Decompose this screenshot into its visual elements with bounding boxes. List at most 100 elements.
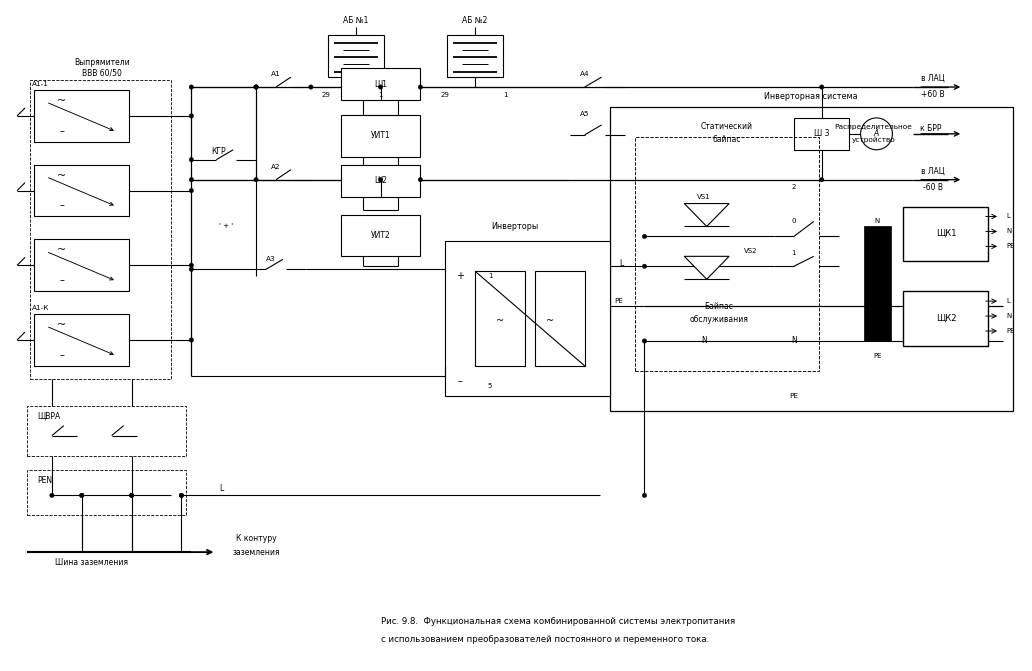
Circle shape bbox=[254, 177, 258, 182]
Text: 2: 2 bbox=[792, 184, 796, 190]
Bar bbox=[341, 115, 420, 157]
Bar bbox=[27, 470, 187, 515]
Text: А2: А2 bbox=[271, 164, 281, 170]
Circle shape bbox=[254, 85, 258, 89]
Text: ' + ': ' + ' bbox=[219, 223, 233, 229]
Circle shape bbox=[418, 85, 422, 89]
Text: +60 В: +60 В bbox=[922, 91, 945, 99]
Bar bbox=[447, 36, 503, 77]
Polygon shape bbox=[684, 256, 730, 279]
Text: L: L bbox=[1006, 213, 1010, 219]
Bar bbox=[635, 137, 818, 371]
Circle shape bbox=[189, 177, 194, 182]
Text: 29: 29 bbox=[441, 92, 450, 98]
Circle shape bbox=[254, 85, 258, 89]
Text: 1: 1 bbox=[792, 250, 796, 256]
Text: Байпас: Байпас bbox=[705, 302, 734, 311]
Bar bbox=[475, 271, 525, 366]
Circle shape bbox=[309, 85, 313, 89]
Text: А1-1: А1-1 bbox=[32, 81, 49, 87]
Text: ~: ~ bbox=[57, 246, 66, 256]
Bar bbox=[34, 164, 129, 217]
Text: ЩВРА: ЩВРА bbox=[37, 411, 60, 420]
Text: 0: 0 bbox=[792, 219, 796, 225]
Text: Выпрямители: Выпрямители bbox=[74, 58, 130, 66]
Text: А5: А5 bbox=[580, 111, 589, 117]
Text: А4: А4 bbox=[580, 71, 589, 77]
Text: байпас: байпас bbox=[713, 136, 741, 144]
Text: Шина заземления: Шина заземления bbox=[56, 558, 128, 566]
Text: в ЛАЦ: в ЛАЦ bbox=[922, 166, 945, 175]
Text: устройство: устройство bbox=[851, 137, 896, 143]
Text: PEN: PEN bbox=[37, 476, 53, 485]
Circle shape bbox=[189, 113, 194, 118]
Circle shape bbox=[379, 177, 383, 182]
Text: ~: ~ bbox=[57, 170, 66, 180]
Circle shape bbox=[189, 267, 194, 272]
Bar bbox=[794, 118, 848, 150]
Text: Ш2: Ш2 bbox=[374, 176, 387, 185]
Bar bbox=[328, 36, 384, 77]
Text: PE: PE bbox=[615, 298, 623, 304]
Circle shape bbox=[129, 493, 134, 497]
Text: А1-К: А1-К bbox=[32, 305, 50, 311]
Text: ~: ~ bbox=[496, 316, 504, 326]
Text: Распределительное: Распределительное bbox=[835, 124, 912, 130]
Circle shape bbox=[189, 85, 194, 89]
Text: N: N bbox=[875, 219, 880, 225]
Text: 1: 1 bbox=[488, 273, 492, 279]
Bar bbox=[445, 242, 610, 396]
Text: ЩК2: ЩК2 bbox=[936, 313, 957, 323]
Text: КГР: КГР bbox=[212, 147, 226, 156]
Text: N: N bbox=[1006, 228, 1011, 234]
Bar bbox=[903, 207, 988, 261]
Text: PE: PE bbox=[1006, 244, 1014, 250]
Text: ~: ~ bbox=[57, 320, 66, 330]
Text: в ЛАЦ: в ЛАЦ bbox=[922, 74, 945, 83]
Bar bbox=[30, 80, 171, 379]
Circle shape bbox=[642, 493, 647, 497]
Text: Рис. 9.8.  Функциональная схема комбинированной системы электропитания: Рис. 9.8. Функциональная схема комбиниро… bbox=[381, 617, 735, 626]
Text: к БРР: к БРР bbox=[920, 124, 941, 134]
Text: 1: 1 bbox=[503, 92, 508, 98]
Bar bbox=[535, 271, 585, 366]
Circle shape bbox=[254, 85, 258, 89]
Text: заземления: заземления bbox=[232, 548, 280, 557]
Circle shape bbox=[79, 493, 84, 497]
Circle shape bbox=[861, 118, 893, 150]
Circle shape bbox=[189, 189, 194, 193]
Text: 1: 1 bbox=[379, 92, 383, 98]
Bar bbox=[903, 291, 988, 346]
Text: А1: А1 bbox=[271, 71, 281, 77]
Bar bbox=[34, 240, 129, 291]
Circle shape bbox=[819, 177, 824, 182]
Circle shape bbox=[180, 493, 184, 497]
Text: N: N bbox=[791, 336, 797, 346]
Text: Инверторы: Инверторы bbox=[491, 222, 539, 231]
Text: К контуру: К контуру bbox=[235, 533, 277, 543]
Text: PE: PE bbox=[789, 393, 799, 399]
Text: с использованием преобразователей постоянного и переменного тока.: с использованием преобразователей постоя… bbox=[381, 635, 709, 644]
Circle shape bbox=[189, 263, 194, 268]
Bar bbox=[27, 406, 187, 456]
Text: обслуживания: обслуживания bbox=[689, 315, 748, 323]
Text: А3: А3 bbox=[266, 256, 276, 262]
Text: N: N bbox=[1006, 313, 1011, 319]
Text: -60 В: -60 В bbox=[924, 183, 943, 192]
Circle shape bbox=[79, 493, 84, 497]
Text: N: N bbox=[702, 336, 707, 346]
Circle shape bbox=[418, 177, 422, 182]
Text: –: – bbox=[458, 376, 462, 386]
Text: +: + bbox=[456, 271, 464, 281]
Bar bbox=[341, 164, 420, 197]
Circle shape bbox=[642, 264, 647, 268]
Text: VS2: VS2 bbox=[744, 248, 757, 254]
Text: Статический: Статический bbox=[701, 122, 753, 132]
Text: 5: 5 bbox=[488, 382, 492, 389]
Text: А: А bbox=[874, 130, 879, 138]
Polygon shape bbox=[684, 203, 730, 226]
Bar bbox=[610, 107, 1013, 411]
Text: PE: PE bbox=[873, 353, 881, 359]
Circle shape bbox=[819, 85, 824, 89]
Text: 29: 29 bbox=[321, 92, 330, 98]
